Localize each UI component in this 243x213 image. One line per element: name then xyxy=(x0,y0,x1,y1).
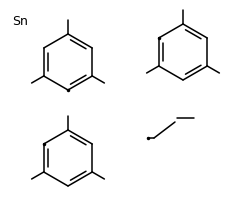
Text: Sn: Sn xyxy=(12,15,28,28)
